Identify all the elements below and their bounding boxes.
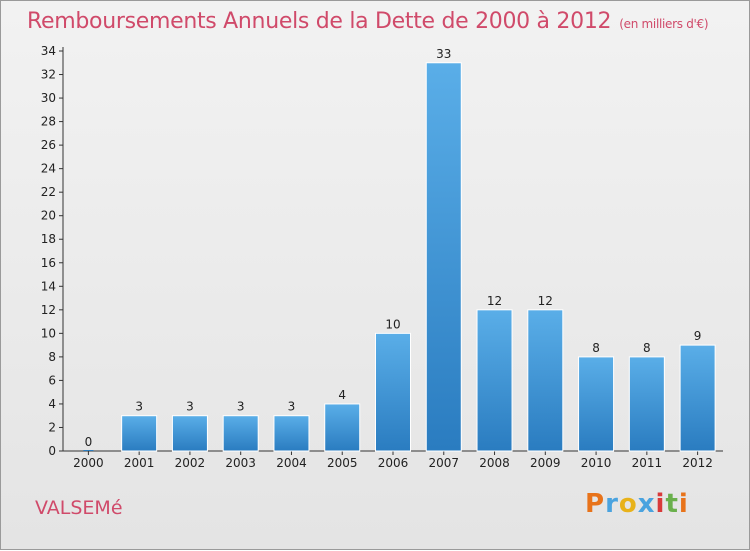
x-tick-label-2004: 2004: [276, 456, 307, 470]
bar-2005: [324, 403, 361, 452]
data-label-2002: 3: [186, 400, 194, 414]
x-tick-label-2007: 2007: [428, 456, 459, 470]
bar-2009: [527, 309, 564, 452]
y-tick-label: 22: [41, 185, 56, 199]
y-tick-label: 30: [41, 91, 56, 105]
x-tick-label-2001: 2001: [124, 456, 155, 470]
y-tick-label: 18: [41, 232, 56, 246]
x-tick-label-2005: 2005: [327, 456, 358, 470]
y-tick-label: 20: [41, 209, 56, 223]
logo-letter: o: [618, 489, 638, 519]
commune-name: VALSEMé: [35, 497, 123, 519]
logo-letter: i: [678, 489, 689, 519]
bar-2012: [679, 344, 716, 452]
data-label-2005: 4: [338, 388, 346, 402]
x-tick-label-2002: 2002: [175, 456, 206, 470]
logo-letter: i: [655, 489, 666, 519]
title-text: Remboursements Annuels de la Dette de 20…: [27, 9, 612, 34]
y-tick-label: 28: [41, 115, 56, 129]
bar-2003: [222, 415, 259, 452]
bar-2008: [476, 309, 513, 452]
x-tick-label-2006: 2006: [378, 456, 409, 470]
x-tick-label-2011: 2011: [632, 456, 663, 470]
logo-letter: x: [637, 489, 656, 519]
y-tick-label: 12: [41, 303, 56, 317]
y-tick-label: 26: [41, 138, 56, 152]
data-label-2011: 8: [643, 341, 651, 355]
y-tick-label: 8: [48, 350, 56, 364]
x-tick-label-2000: 2000: [73, 456, 104, 470]
data-label-2010: 8: [592, 341, 600, 355]
x-tick-label-2010: 2010: [581, 456, 612, 470]
data-label-2001: 3: [135, 400, 143, 414]
bar-2002: [171, 415, 208, 452]
y-tick-label: 14: [41, 279, 56, 293]
data-label-2012: 9: [694, 329, 702, 343]
bar-2001: [121, 415, 158, 452]
y-tick-label: 32: [41, 68, 56, 82]
data-label-2003: 3: [237, 400, 245, 414]
x-tick-label-2009: 2009: [530, 456, 561, 470]
logo-letter: r: [605, 489, 619, 519]
y-tick-label: 0: [48, 444, 56, 458]
y-tick-label: 6: [48, 373, 56, 387]
bar-2010: [578, 356, 615, 452]
x-tick-label-2003: 2003: [225, 456, 256, 470]
y-tick-label: 24: [41, 162, 56, 176]
data-label-2008: 12: [487, 294, 502, 308]
logo-letter: t: [665, 489, 679, 519]
data-label-2007: 33: [436, 47, 451, 61]
chart-title: Remboursements Annuels de la Dette de 20…: [27, 9, 709, 34]
data-label-2004: 3: [288, 400, 296, 414]
y-tick-label: 10: [41, 326, 56, 340]
y-tick-label: 34: [41, 44, 56, 58]
unit-subtitle: (en milliers d'€): [619, 17, 709, 31]
bar-2011: [628, 356, 665, 452]
data-label-2009: 12: [538, 294, 553, 308]
y-tick-label: 16: [41, 256, 56, 270]
y-tick-label: 2: [48, 420, 56, 434]
data-label-2006: 10: [385, 317, 400, 331]
bar-2004: [273, 415, 310, 452]
data-label-2000: 0: [85, 435, 93, 449]
y-tick-label: 4: [48, 397, 56, 411]
logo-letter: P: [585, 489, 606, 519]
x-tick-label-2012: 2012: [682, 456, 713, 470]
bar-2006: [375, 332, 411, 452]
bar-2007: [425, 62, 462, 452]
x-tick-label-2008: 2008: [479, 456, 510, 470]
proxiti-logo: Proxiti: [585, 489, 689, 519]
